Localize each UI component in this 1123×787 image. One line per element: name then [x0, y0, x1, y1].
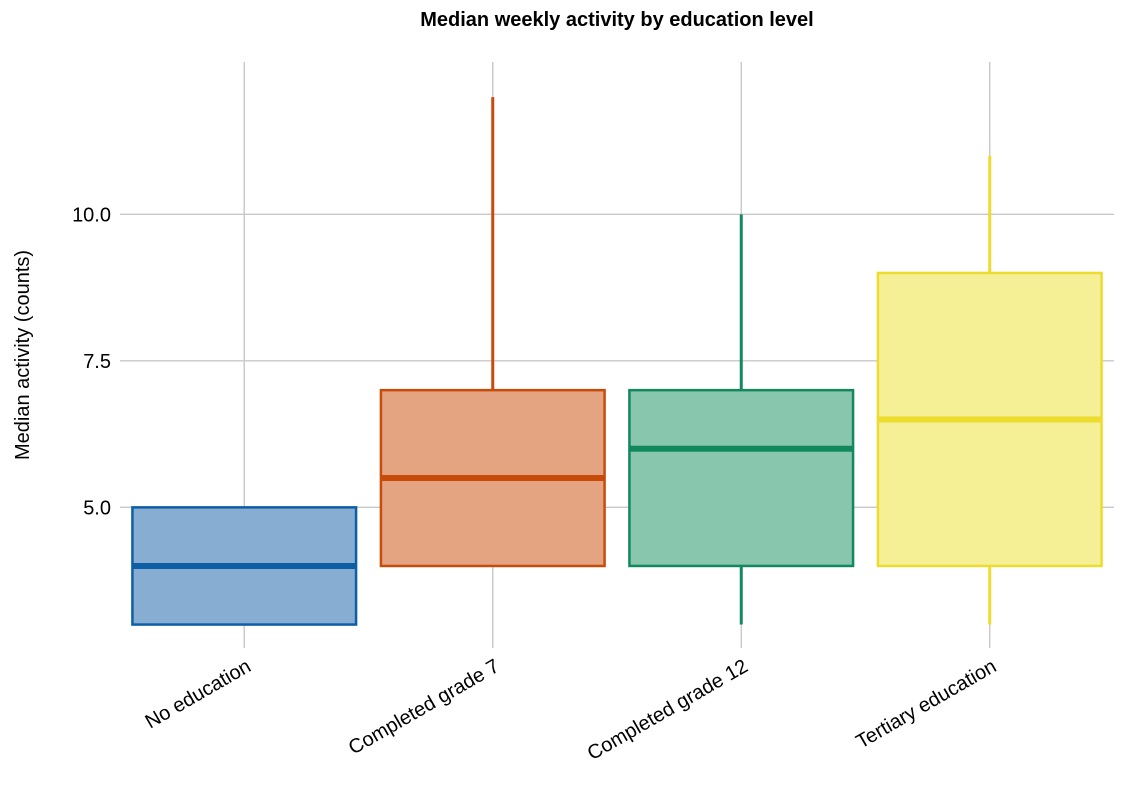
box-group: [876, 155, 1103, 625]
box-group: [131, 506, 358, 626]
y-axis-label: Median activity (counts): [12, 250, 34, 460]
box-group: [379, 97, 606, 568]
x-tick-label: Completed grade 12: [584, 655, 752, 765]
x-tick-label: Completed grade 7: [345, 655, 503, 759]
box-layer: [131, 97, 1103, 626]
y-tick-label: 7.5: [83, 351, 111, 373]
x-tick-label: Tertiary education: [853, 655, 1001, 753]
chart-title: Median weekly activity by education leve…: [420, 9, 814, 31]
x-tick-label: No education: [142, 655, 255, 733]
y-tick-label: 10.0: [72, 204, 111, 226]
box-group: [628, 214, 855, 625]
box: [628, 388, 855, 568]
y-tick-label: 5.0: [83, 497, 111, 519]
